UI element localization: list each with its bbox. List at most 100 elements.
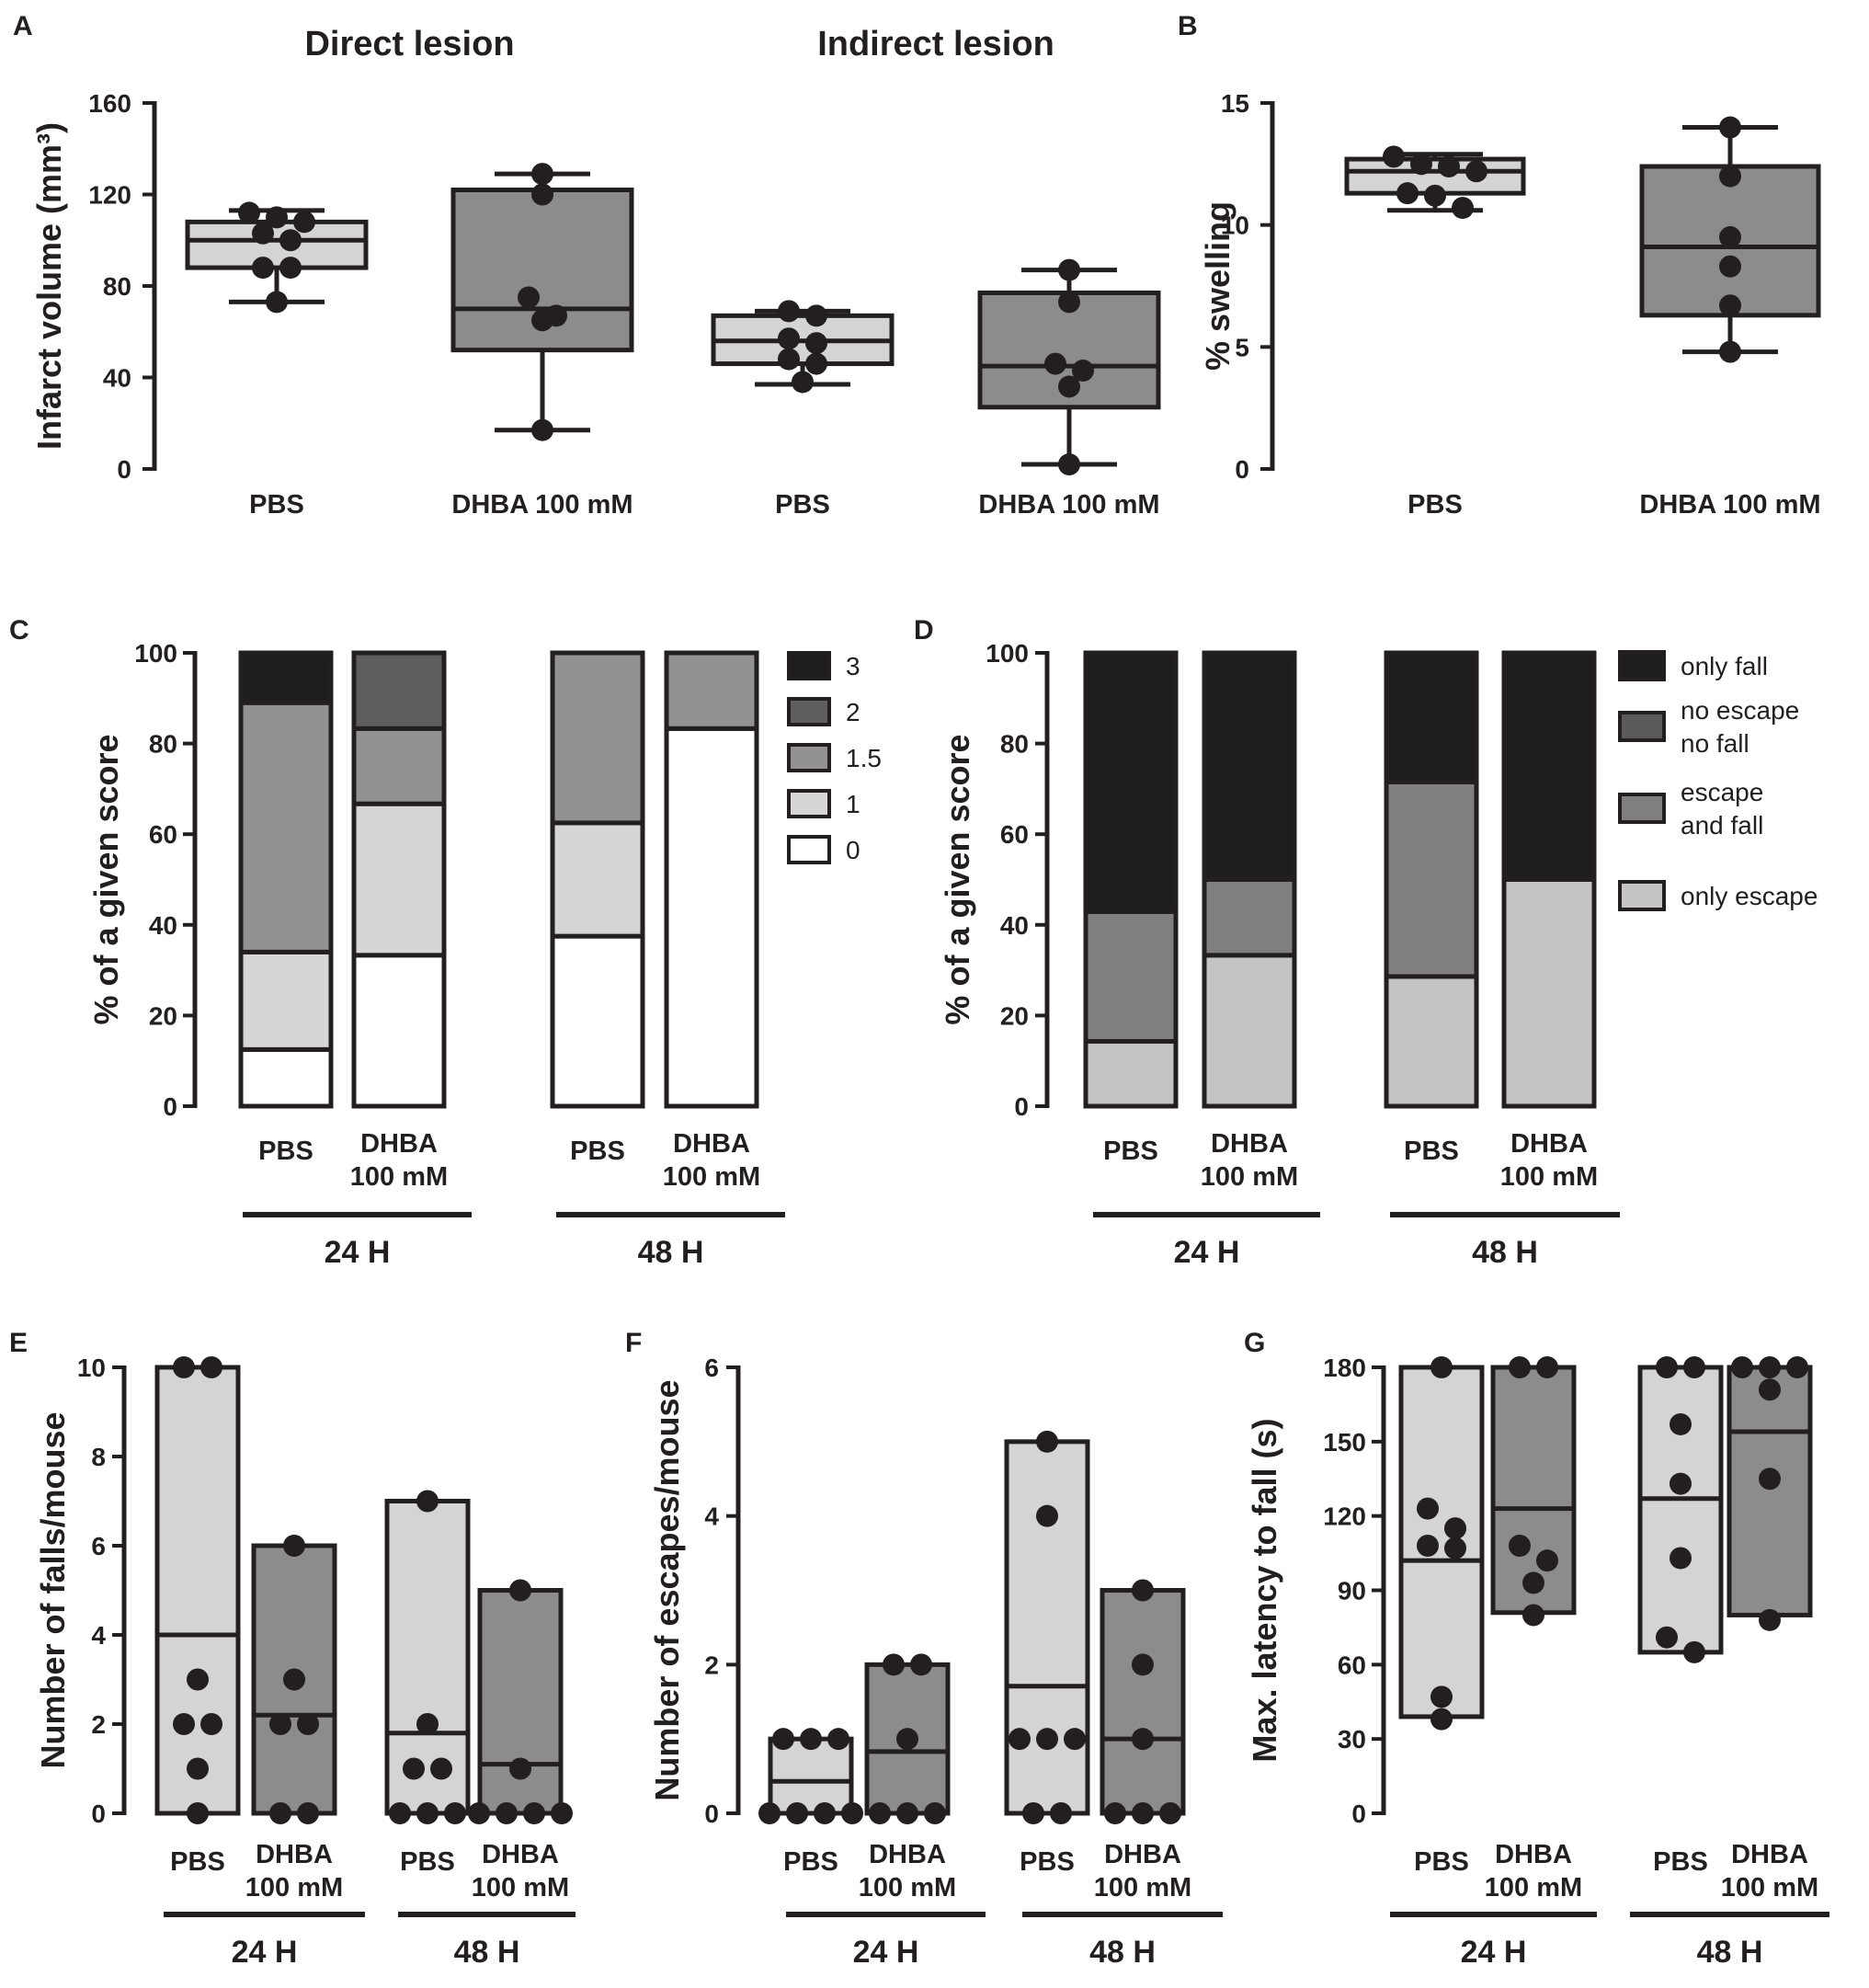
y-tick-label: 0 [163,1092,177,1121]
data-point [509,1757,531,1780]
panel-B: B 0 5 10 15 % swelling PBS DHBA 100 mM [1178,11,1821,520]
data-point [883,1653,905,1676]
group-label: 48 H [1472,1235,1538,1270]
range-box [768,1736,854,1816]
x-category-label: PBS [170,1847,225,1877]
bar-segment-only-escape [1384,974,1479,1109]
group-title: Direct lesion [304,25,514,63]
data-point [1424,184,1446,207]
stacked-bar-2 [1384,650,1479,1109]
panel-E: E 0 2 4 6 8 10 Number of falls/mouse PBS DHBA 100 … [9,1328,576,1970]
data-point [1465,160,1487,183]
range-bar-1 [1490,1356,1577,1627]
x-category-label: DHBA [1104,1840,1181,1869]
y-tick-label: 40 [103,364,131,393]
data-point [805,332,827,355]
group-label: 24 H [325,1235,391,1270]
data-point [293,211,315,234]
y-tick-label: 80 [149,730,177,759]
data-point [1036,1504,1058,1527]
group-title: Indirect lesion [817,25,1054,63]
bar-segment-only-fall [1384,650,1479,785]
x-category-label: PBS [1404,1137,1459,1166]
data-point [1396,182,1419,205]
panel-F: F 0 2 4 6 Number of escapes/mouse PBS DHBA 100 m… [625,1328,1223,1970]
x-category-label: DHBA 100 mM [451,490,632,520]
data-point [283,1535,305,1557]
data-point [1509,1535,1531,1557]
y-tick-label: 0 [1235,455,1249,484]
x-category-sublabel: 100 mM [350,1162,448,1192]
data-point [1759,1608,1781,1631]
data-point [1009,1728,1031,1751]
data-point [279,257,302,280]
data-point [910,1653,932,1676]
x-category-label: PBS [570,1137,625,1166]
data-point [1536,1549,1558,1572]
range-bar-2 [384,1490,471,1824]
y-tick-label: 80 [1000,730,1029,759]
data-point [468,1802,490,1824]
legend-swatch [787,651,831,680]
bar-segment-1 [351,801,447,958]
stacked-bar-0 [238,650,334,1109]
data-point [814,1802,836,1824]
y-tick-label: 6 [91,1532,106,1560]
legend-label: only fall [1681,652,1768,680]
x-category-label: PBS [1103,1137,1158,1166]
panel-label: D [914,615,934,646]
x-category-label: PBS [258,1137,313,1166]
bar-segment-0 [238,1046,334,1109]
range-bar-1 [864,1653,951,1824]
legend-label: 0 [846,836,860,864]
panel-label: E [9,1328,28,1358]
x-category-label: PBS [400,1847,455,1877]
group-label: 24 H [1174,1235,1240,1270]
data-point [1759,1468,1781,1491]
x-category-sublabel: 100 mM [1500,1162,1598,1192]
data-point [1383,145,1405,168]
legend-swatch [787,789,831,818]
legend-swatch [1618,650,1666,681]
bar-segment-escape-and-fall [1083,909,1179,1045]
x-category-label: PBS [1407,490,1463,520]
data-point [269,1713,291,1735]
data-point [200,1713,222,1735]
x-category-label: DHBA [1731,1840,1808,1869]
y-tick-label: 0 [1014,1092,1029,1121]
x-category-sublabel: 100 mM [245,1873,343,1902]
x-category-label: DHBA 100 mM [1639,490,1820,520]
data-point [841,1802,863,1824]
data-point [1159,1802,1181,1824]
y-tick-label: 4 [704,1502,719,1531]
data-point [1536,1356,1558,1378]
x-category-sublabel: 100 mM [472,1873,569,1902]
bar-segment-0 [550,933,645,1109]
box-1 [1639,116,1821,363]
x-category-label: PBS [1653,1847,1708,1877]
data-point [1656,1356,1678,1378]
data-point [1683,1356,1705,1378]
data-point [1036,1430,1058,1453]
x-category-sublabel: 100 mM [1485,1873,1582,1902]
data-point [1719,294,1741,317]
x-category-label: DHBA [673,1129,750,1159]
range-box [1637,1365,1724,1655]
legend-label: 1.5 [846,744,882,772]
data-point [444,1802,466,1824]
range-box [154,1365,241,1816]
data-point [1072,360,1094,383]
data-point [778,300,800,323]
data-point [1064,1728,1086,1751]
data-point [924,1802,946,1824]
y-tick-label: 10 [1221,211,1249,240]
stacked-bar-0 [1083,650,1179,1109]
x-category-label: DHBA [1510,1129,1588,1159]
y-tick-label: 15 [1221,89,1249,118]
data-point [403,1757,425,1780]
legend-swatch [787,835,831,864]
panel-G: G 0 30 60 90 120 150 180 Max. latency to fall (s… [1244,1328,1829,1970]
x-category-sublabel: 100 mM [859,1873,956,1902]
data-point [792,371,814,394]
x-category-sublabel: 100 mM [1094,1873,1191,1902]
